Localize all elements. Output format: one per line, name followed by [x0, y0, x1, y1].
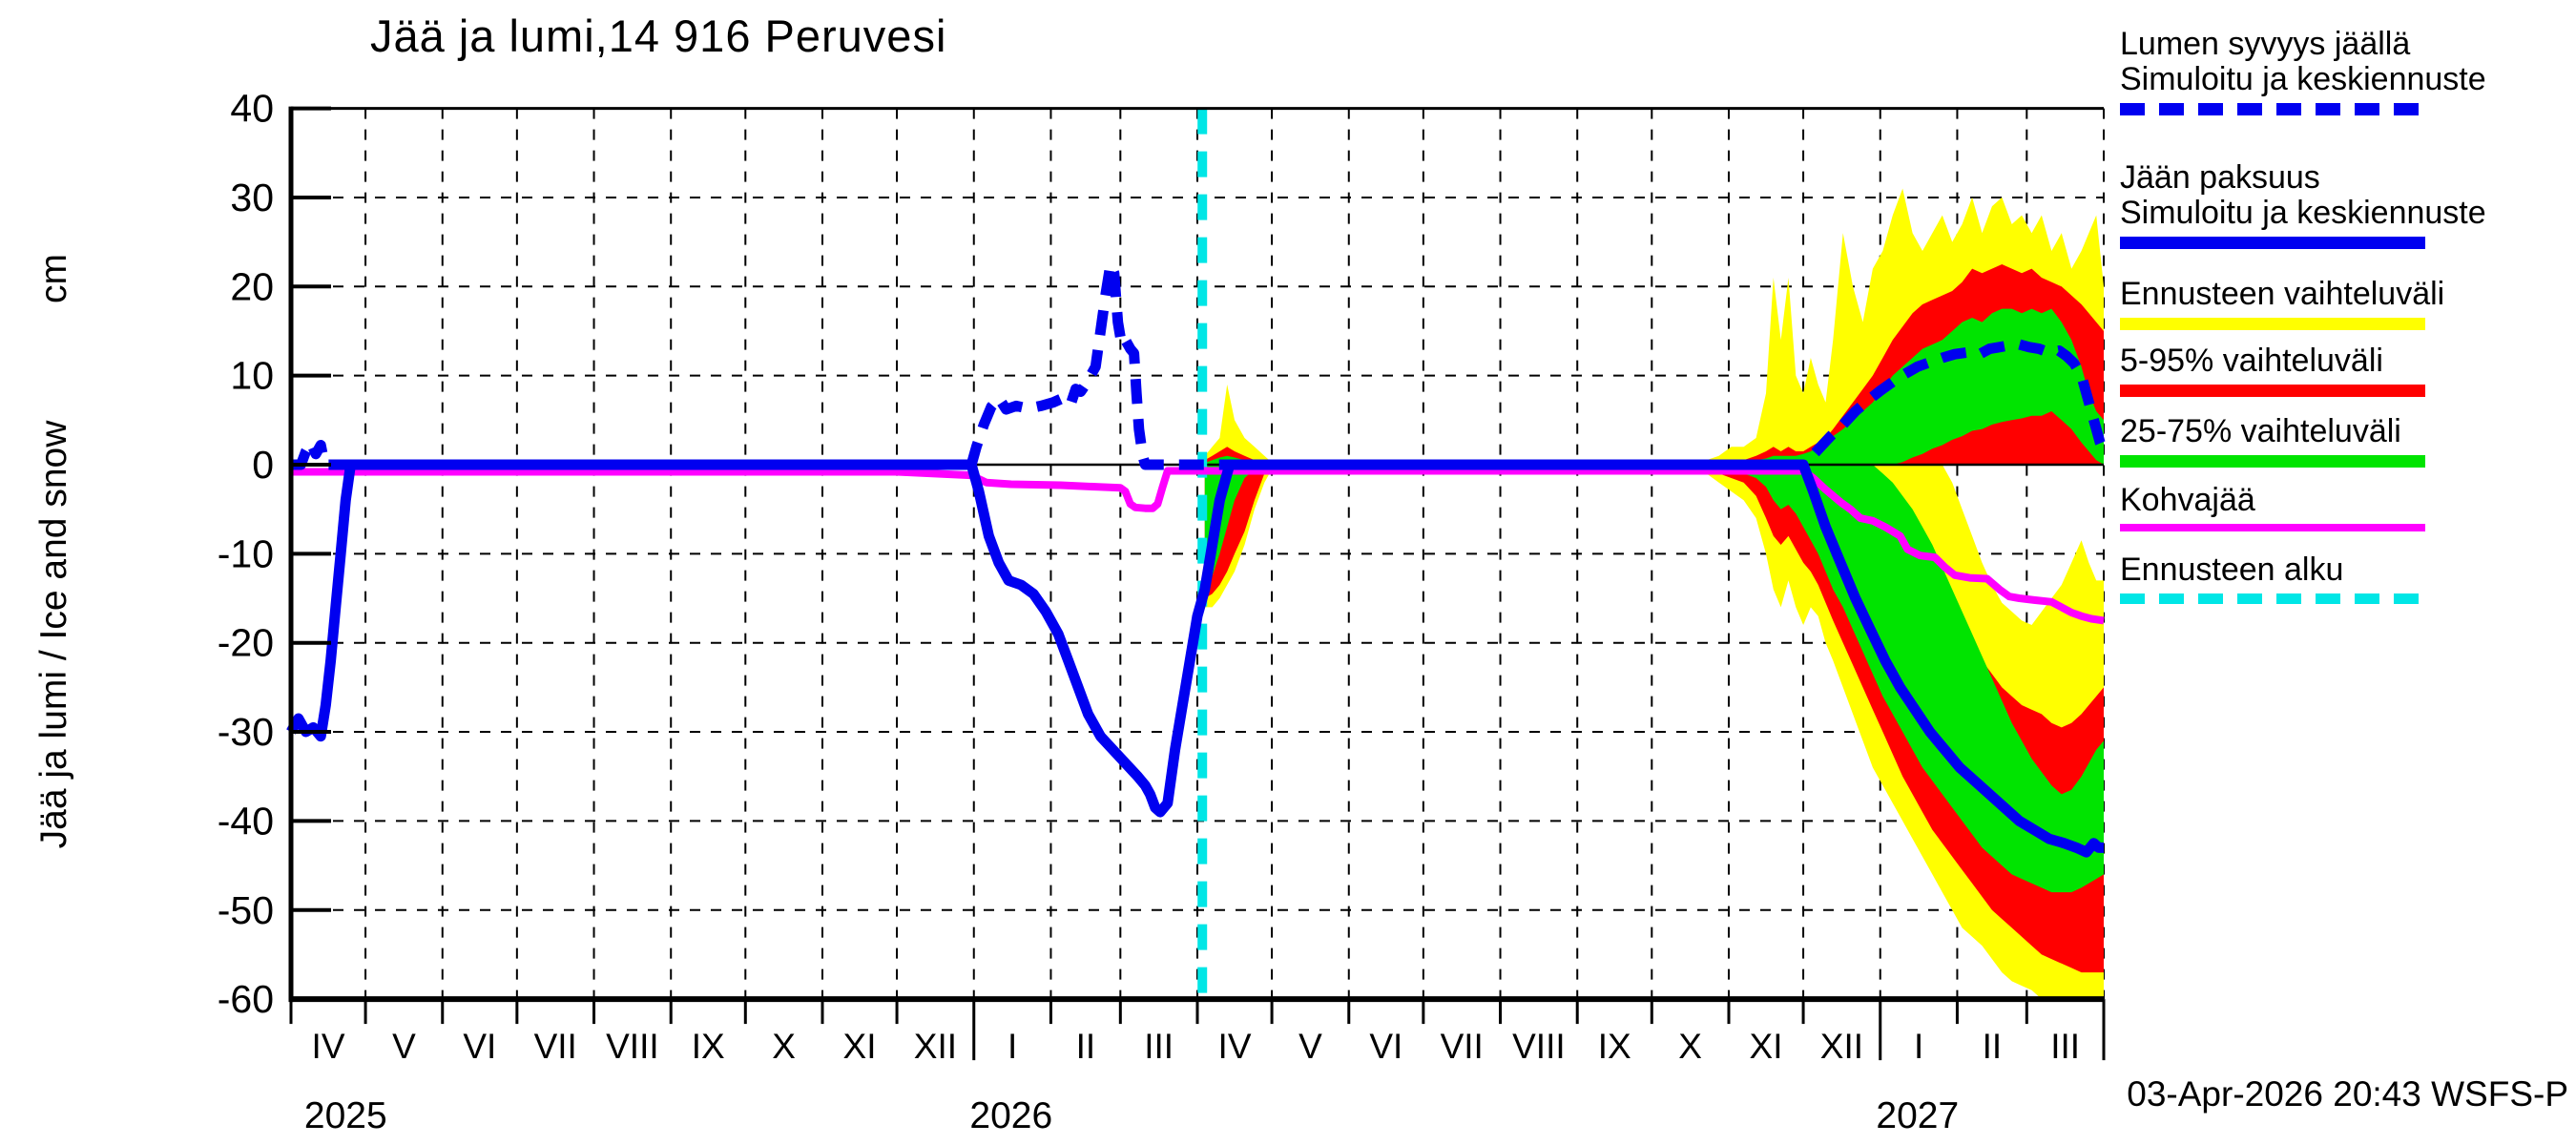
y-tick-label: 30 — [230, 176, 274, 219]
y-tick-label: -50 — [218, 888, 274, 932]
month-label: II — [1983, 1027, 2003, 1066]
month-label: VI — [463, 1027, 496, 1066]
ice-thickness-line — [286, 459, 2105, 858]
legend-item-label: Kohvajää — [2120, 482, 2255, 518]
month-label: VIII — [606, 1027, 659, 1066]
month-label: IX — [1598, 1027, 1631, 1066]
month-label: III — [2050, 1027, 2080, 1066]
legend-item: Lumen syvyys jäällä Simuloitu ja keskienn… — [2120, 27, 2486, 115]
month-label: VIII — [1512, 1027, 1566, 1066]
legend-item-label: Jään paksuus — [2120, 159, 2320, 196]
month-label: X — [1678, 1027, 1702, 1066]
y-tick-label: 0 — [252, 443, 274, 487]
snow-depth-line — [291, 259, 2109, 470]
legend-item-label: 25-75% vaihteluväli — [2120, 413, 2401, 449]
month-label: I — [1008, 1027, 1017, 1066]
legend-item: 25-75% vaihteluväli — [2120, 414, 2425, 468]
y-axis-label: Jää ja lumi / Ice and snow — [33, 420, 74, 849]
band-green-snow — [1204, 308, 2104, 465]
y-tick-label: -40 — [218, 799, 274, 843]
month-label: VI — [1369, 1027, 1402, 1066]
legend-item-line-sample — [2120, 593, 2425, 604]
y-tick-label: 40 — [230, 87, 274, 131]
month-label: XII — [1820, 1027, 1863, 1066]
legend-item-line-sample — [2120, 103, 2425, 115]
legend-item-label: Ennusteen alku — [2120, 552, 2344, 588]
page-title: Jää ja lumi,14 916 Peruvesi — [370, 10, 947, 61]
y-axis-unit-label: cm — [33, 254, 74, 303]
y-tick-label: -20 — [218, 621, 274, 665]
month-label: IX — [692, 1027, 725, 1066]
month-label: VII — [1441, 1027, 1484, 1066]
legend-item-label: Simuloitu ja keskiennuste — [2120, 195, 2486, 231]
timestamp: 03-Apr-2026 20:43 WSFS-P — [2127, 1074, 2568, 1114]
month-label: V — [1298, 1027, 1322, 1066]
legend-item-line-sample — [2120, 455, 2425, 468]
year-label: 2025 — [304, 1095, 387, 1136]
year-label: 2026 — [969, 1095, 1052, 1136]
chart-legend: Lumen syvyys jäällä Simuloitu ja keskienn… — [2120, 27, 2576, 637]
y-tick-label: -60 — [218, 977, 274, 1021]
month-label: XII — [914, 1027, 957, 1066]
month-label: III — [1144, 1027, 1174, 1066]
y-tick-label: 20 — [230, 264, 274, 308]
legend-item-label: Lumen syvyys jäällä — [2120, 26, 2411, 62]
month-label: II — [1076, 1027, 1096, 1066]
legend-item-line-sample — [2120, 237, 2425, 249]
month-label: VII — [534, 1027, 577, 1066]
month-label: V — [392, 1027, 416, 1066]
legend-item: Kohvajää — [2120, 483, 2425, 531]
month-label: XI — [1750, 1027, 1783, 1066]
legend-item: Jään paksuus Simuloitu ja keskiennuste — [2120, 160, 2486, 249]
legend-item-label: Simuloitu ja keskiennuste — [2120, 61, 2486, 97]
month-label: IV — [312, 1027, 345, 1066]
month-label: IV — [1218, 1027, 1252, 1066]
month-label: XI — [843, 1027, 877, 1066]
legend-item-label: Ennusteen vaihteluväli — [2120, 276, 2445, 312]
legend-item-line-sample — [2120, 385, 2425, 397]
y-tick-label: -10 — [218, 531, 274, 575]
kohvajaa-line — [291, 467, 2105, 625]
legend-item: Ennusteen alku — [2120, 552, 2425, 604]
month-label: X — [772, 1027, 796, 1066]
legend-item: 5-95% vaihteluväli — [2120, 344, 2425, 397]
legend-item: Ennusteen vaihteluväli — [2120, 277, 2444, 330]
month-label: I — [1914, 1027, 1923, 1066]
y-tick-label: 10 — [230, 354, 274, 398]
legend-item-line-sample — [2120, 524, 2425, 531]
y-tick-label: -30 — [218, 710, 274, 754]
legend-item-label: 5-95% vaihteluväli — [2120, 343, 2383, 379]
legend-item-line-sample — [2120, 318, 2425, 330]
year-label: 2027 — [1876, 1095, 1959, 1136]
band-green-ice — [1204, 465, 2104, 893]
